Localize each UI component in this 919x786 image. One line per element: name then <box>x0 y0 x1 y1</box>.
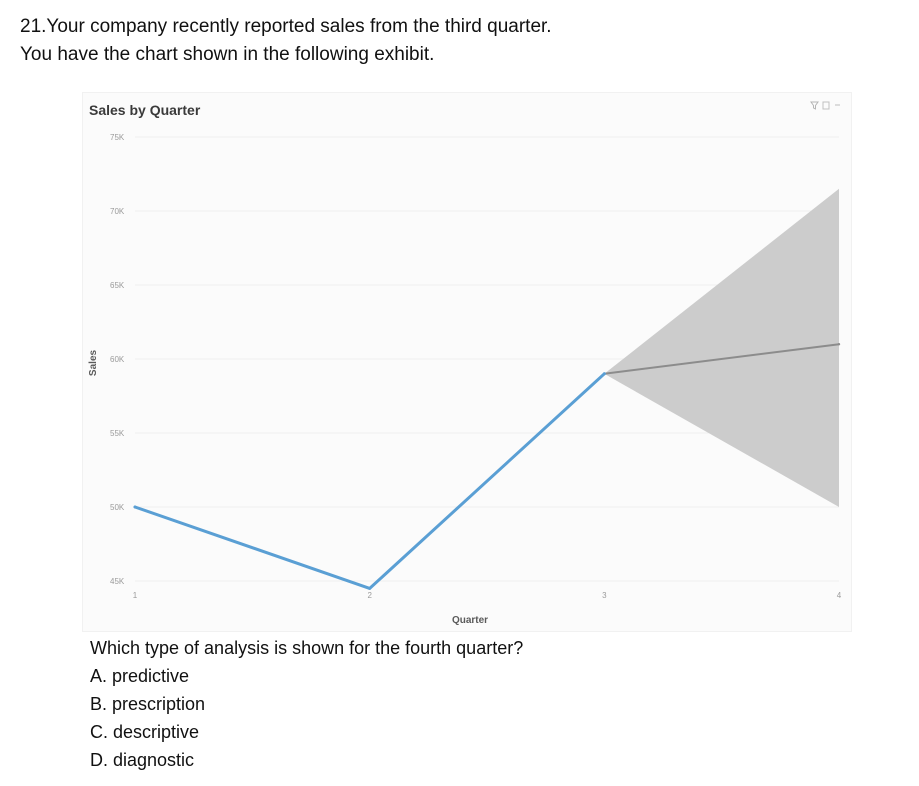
x-tick-label: 2 <box>367 591 372 600</box>
actual-sales-line <box>133 372 606 590</box>
answer-option-c: C. descriptive <box>90 722 200 742</box>
chart-exhibit: Sales by Quarter 75K 70K 65K 60K 55K 50K 45K 1… <box>82 92 852 632</box>
x-tick-label: 1 <box>133 591 138 600</box>
filter-icon[interactable] <box>810 101 819 110</box>
actual-data-point <box>133 505 137 509</box>
question-line-2: You have the chart shown in the followin… <box>20 44 435 65</box>
gridlines <box>135 136 839 582</box>
y-tick-label: 60K <box>110 355 125 364</box>
chart-title: Sales by Quarter <box>89 102 201 118</box>
y-axis-ticks: 75K 70K 65K 60K 55K 50K 45K <box>110 133 125 586</box>
x-tick-label: 3 <box>602 591 607 600</box>
question-line-1: 21.Your company recently reported sales … <box>20 16 552 37</box>
x-axis-title: Quarter <box>452 615 488 626</box>
actual-data-point <box>368 586 372 590</box>
x-tick-label: 4 <box>837 591 842 600</box>
question-prompt: Which type of analysis is shown for the … <box>90 638 524 658</box>
y-axis-title: Sales <box>88 349 99 376</box>
x-axis-ticks: 1 2 3 4 <box>133 591 842 600</box>
forecast-data-point <box>837 343 841 346</box>
answer-option-a: A. predictive <box>90 666 190 686</box>
forecast-confidence-band <box>604 188 839 508</box>
visual-header-icons <box>810 101 840 110</box>
y-tick-label: 55K <box>110 429 125 438</box>
y-tick-label: 70K <box>110 207 125 216</box>
y-tick-label: 65K <box>110 281 125 290</box>
y-tick-label: 50K <box>110 503 125 512</box>
data-points <box>133 343 841 590</box>
focus-mode-icon[interactable] <box>822 101 830 110</box>
y-tick-label: 45K <box>110 577 125 586</box>
forecast-line <box>604 343 840 375</box>
actual-data-point <box>602 372 606 376</box>
line-chart: Sales by Quarter 75K 70K 65K 60K 55K 50K 45K 1… <box>88 101 842 626</box>
y-tick-label: 75K <box>110 133 125 142</box>
answer-option-b: B. prescription <box>90 694 206 714</box>
answer-option-d: D. diagnostic <box>90 750 195 770</box>
